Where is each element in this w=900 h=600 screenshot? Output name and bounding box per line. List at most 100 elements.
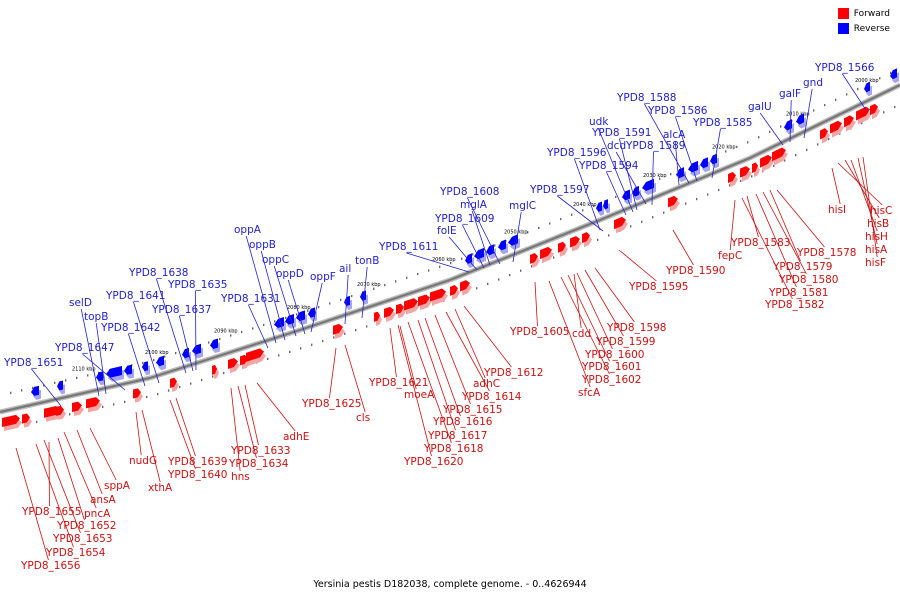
tick-dot	[758, 136, 760, 139]
forward-gene-label: sfcA	[578, 387, 601, 399]
reverse-gene	[57, 380, 63, 391]
forward-gene-label: hisC	[870, 205, 892, 217]
leader-line	[237, 385, 257, 459]
tick-dot	[36, 420, 38, 423]
leader-line	[862, 156, 878, 258]
kbp-tick-label: 2110 kbp	[72, 367, 96, 373]
tick-dot	[652, 216, 654, 219]
leader-line	[651, 151, 654, 206]
reverse-gene-label: oppD	[276, 268, 304, 280]
tick-dot	[201, 378, 203, 382]
tick-dot	[274, 320, 276, 323]
tick-dot	[124, 400, 126, 403]
tick-dot	[439, 265, 441, 268]
tick-dot	[333, 336, 335, 339]
forward-gene	[333, 323, 343, 335]
leader-line	[512, 211, 522, 263]
forward-gene	[760, 154, 772, 168]
forward-gene	[418, 294, 430, 307]
tick-dot	[549, 222, 551, 225]
tick-dot	[630, 225, 632, 228]
forward-gene-label: YPD8_1615	[442, 404, 502, 416]
reverse-gene	[344, 295, 350, 307]
leader-line	[141, 409, 161, 483]
leader-line	[15, 447, 49, 561]
tick-dot	[164, 355, 166, 358]
tick-dot	[223, 371, 225, 375]
forward-gene-label: YPD8_1579	[772, 261, 832, 273]
leader-line	[467, 197, 501, 265]
reverse-gene-label: YPD8_1588	[616, 92, 676, 104]
leader-line	[175, 397, 196, 457]
leader-line	[548, 280, 591, 388]
tick-dot	[76, 376, 78, 379]
forward-gene	[668, 195, 678, 208]
reverse-gene-label: oppF	[310, 271, 336, 283]
forward-gene-label: YPD8_1633	[230, 445, 290, 457]
tick-dot	[230, 334, 232, 337]
tick-dot	[102, 405, 104, 408]
tick-dot	[87, 374, 89, 377]
reverse-gene-label: YPD8_1586	[647, 105, 708, 117]
forward-gene	[404, 298, 418, 311]
leader-line	[179, 315, 194, 372]
tick-dot	[795, 154, 797, 157]
tick-dot	[32, 386, 34, 389]
reverse-gene	[156, 355, 164, 367]
reverse-gene	[710, 153, 717, 165]
forward-gene	[72, 401, 82, 413]
tick-dot	[373, 287, 375, 290]
tick-dot	[157, 393, 159, 396]
reverse-gene-label: YPD8_1637	[151, 304, 211, 316]
forward-gene-label: YPD8_1580	[778, 274, 838, 286]
forward-gene	[614, 216, 626, 230]
tick-dot	[736, 145, 738, 148]
tick-dot	[428, 269, 430, 272]
leader-line	[711, 128, 721, 179]
tick-dot	[307, 309, 309, 312]
tick-dot	[366, 325, 368, 328]
leader-line	[35, 443, 74, 548]
tick-dot	[861, 121, 863, 125]
reverse-gene-label: YPD8_1608	[439, 186, 499, 198]
reverse-gene-label: YPD8_1585	[692, 117, 752, 129]
tick-dot	[263, 323, 265, 327]
reverse-gene	[360, 290, 366, 301]
reverse-gene-label: dcd	[607, 140, 626, 152]
forward-gene-label: YPD8_1634	[228, 458, 289, 470]
tick-dot	[322, 340, 324, 343]
forward-gene	[374, 311, 380, 322]
forward-gene-label: moeA	[404, 389, 435, 401]
leader-line	[389, 327, 397, 378]
tick-dot	[828, 137, 830, 141]
leader-line	[230, 387, 241, 472]
leader-line	[597, 127, 634, 213]
leader-line	[573, 273, 582, 329]
tick-dot	[384, 284, 386, 287]
tick-dot	[597, 238, 599, 241]
leader-line	[619, 138, 638, 211]
tick-dot	[846, 93, 848, 96]
tick-dot	[593, 204, 595, 207]
leader-line	[606, 171, 627, 216]
forward-gene-label: xthA	[148, 482, 173, 494]
tick-dot	[641, 220, 643, 223]
forward-gene	[170, 377, 177, 388]
kbp-tick-label: 2090 kbp	[214, 329, 238, 335]
leader-line	[789, 99, 792, 143]
reverse-gene-label: YPD8_1597	[529, 184, 589, 196]
tick-dot	[729, 184, 731, 187]
reverse-gene-label: YPD8_1591	[591, 127, 651, 139]
leader-line	[407, 321, 452, 444]
tick-dot	[179, 386, 181, 389]
leader-line	[675, 116, 698, 182]
reverse-gene-label: galF	[779, 88, 801, 100]
reverse-gene	[274, 317, 284, 328]
reverse-gene	[784, 119, 792, 131]
forward-gene-label: YPD8_1605	[509, 326, 569, 338]
tick-dot	[670, 173, 672, 176]
reverse-gene-label: topB	[84, 311, 108, 323]
reverse-gene	[890, 68, 897, 80]
forward-gene-label: nudG	[129, 455, 157, 467]
forward-gene-label: YPD8_1625	[301, 398, 361, 410]
